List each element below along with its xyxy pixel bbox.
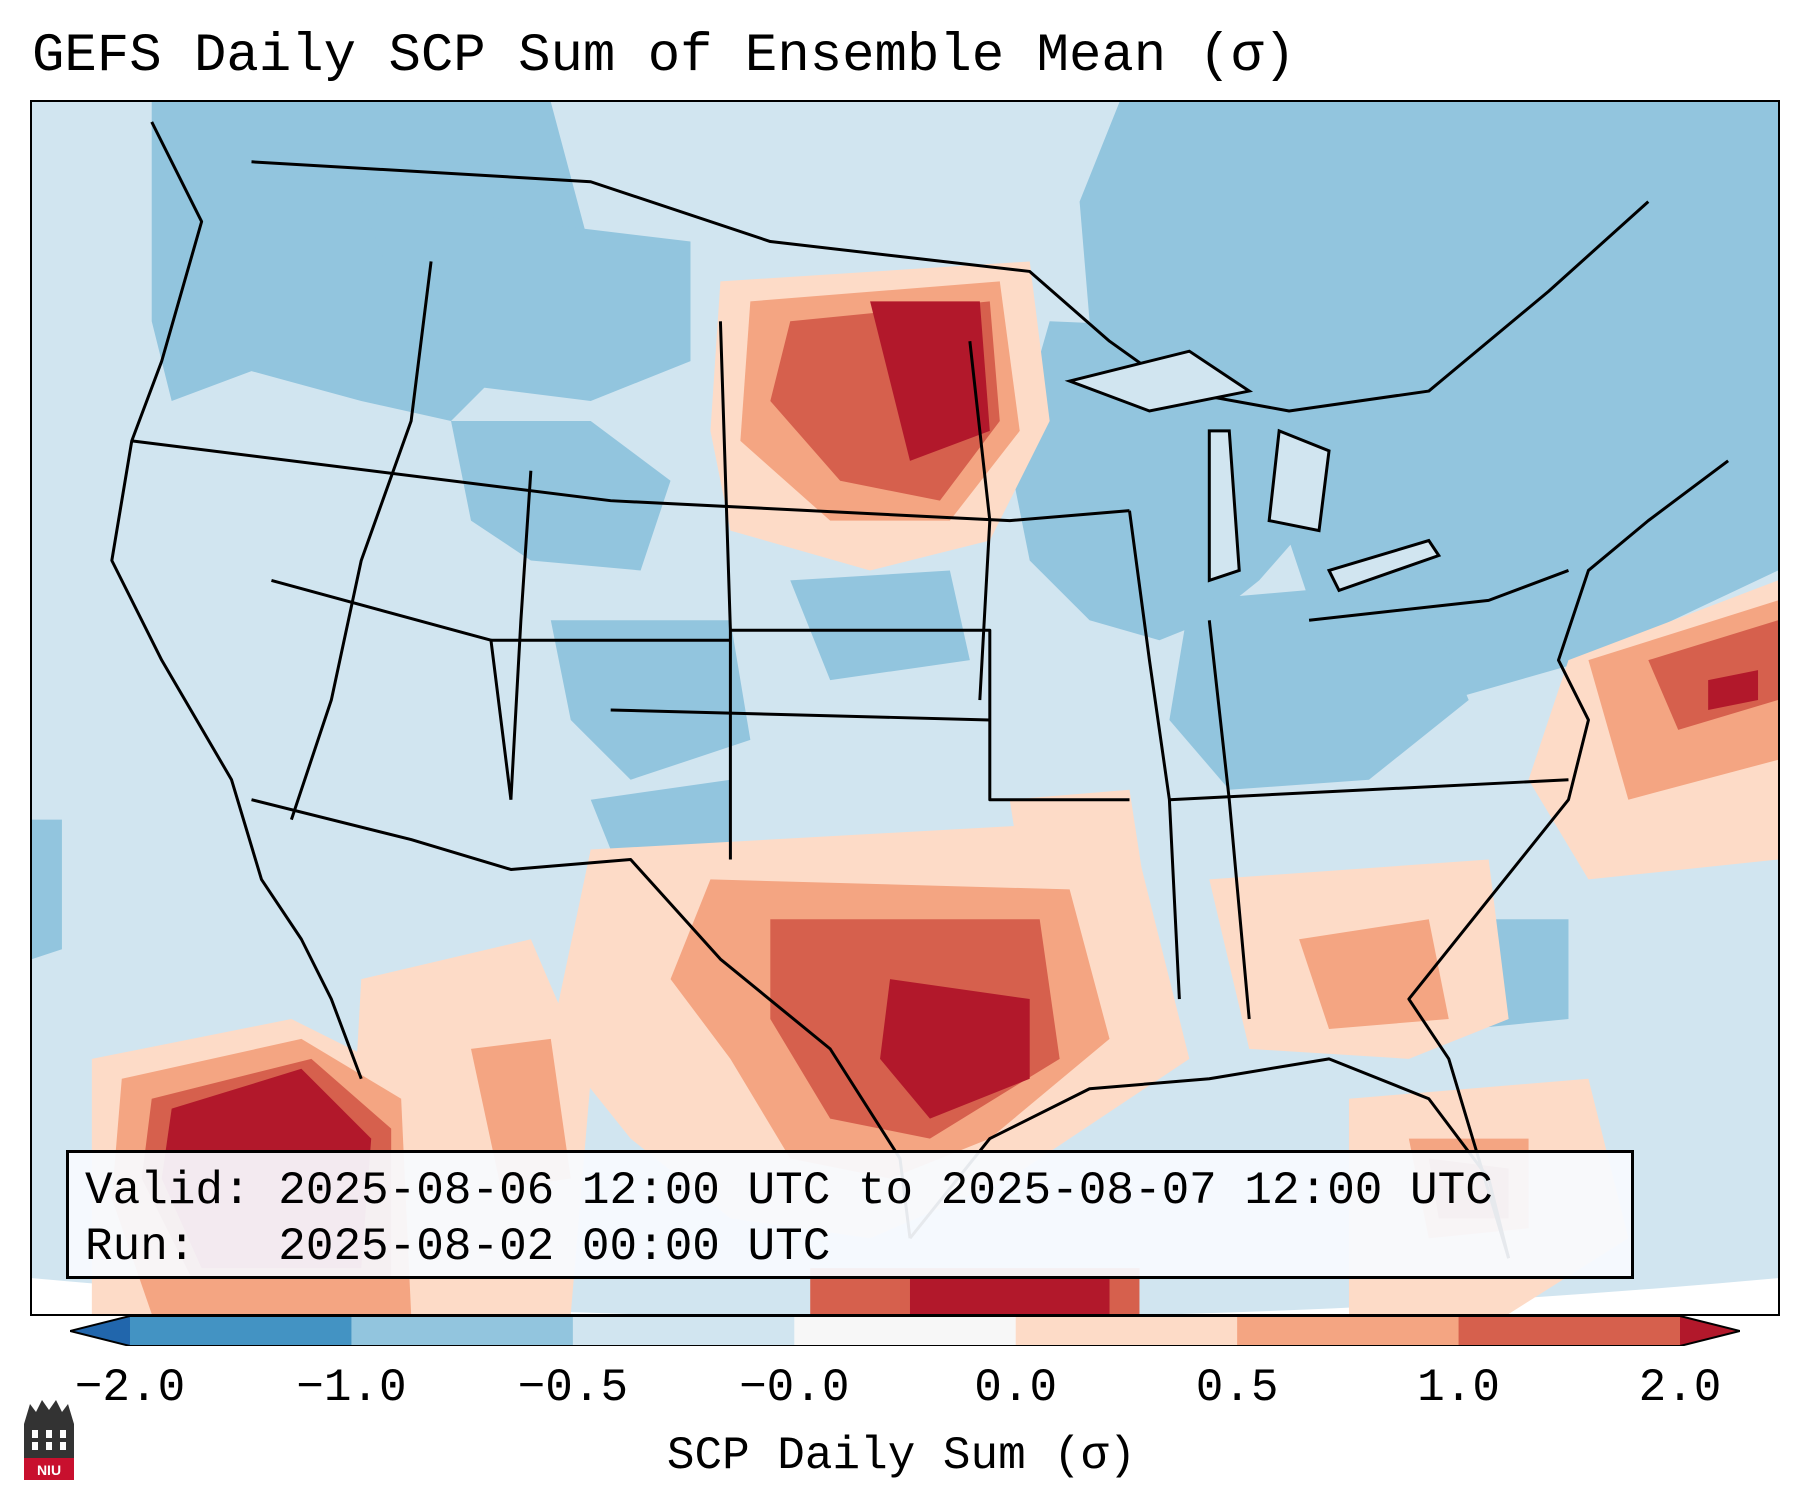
- page-title: GEFS Daily SCP Sum of Ensemble Mean (σ): [32, 26, 1296, 87]
- colorbar-segment: [794, 1316, 1017, 1346]
- university-tower-icon: NIU: [24, 1400, 74, 1480]
- atlantic-darkred: [1708, 670, 1759, 710]
- valid-run-info: Valid: 2025-08-06 12:00 UTC to 2025-08-0…: [66, 1150, 1634, 1279]
- colorbar-tick-label: 0.5: [1195, 1362, 1279, 1414]
- great-lakes-blue: [1009, 321, 1330, 641]
- pacific-west-blue: [32, 819, 62, 960]
- negative-anomaly-regions: [32, 102, 1778, 1029]
- montana-blue: [361, 201, 691, 402]
- colorado-blue: [550, 620, 751, 780]
- map-panel: [30, 100, 1780, 1316]
- lake-huron: [1267, 428, 1331, 533]
- colorbar-segment: [1237, 1316, 1460, 1346]
- mexico-border: [251, 798, 912, 1239]
- state-line-9: [1207, 620, 1251, 1020]
- gulf-bottom-darkred: [909, 1278, 1110, 1314]
- colorbar-segment: [130, 1316, 352, 1346]
- coastline-west: [110, 121, 363, 1080]
- colorbar-tick-label: 0.0: [974, 1362, 1058, 1414]
- scp-map: [32, 102, 1778, 1314]
- run-line: Run: 2025-08-02 00:00 UTC: [85, 1221, 831, 1273]
- colorbar-segment: [572, 1316, 795, 1346]
- colorbar-extend-max: [1680, 1316, 1740, 1346]
- colorbar-segment: [1458, 1316, 1681, 1346]
- lake-michigan: [1207, 429, 1241, 583]
- colorbar-tick-label: −2.0: [74, 1362, 186, 1414]
- colorbar-extend-min: [70, 1316, 130, 1346]
- colorbar-tick-label: 1.0: [1417, 1362, 1500, 1414]
- colorbar-tick-label: −0.0: [739, 1362, 850, 1414]
- state-line-10: [1169, 778, 1569, 802]
- colorbar-label: SCP Daily Sum (σ): [666, 1430, 1137, 1482]
- state-line-1: [131, 439, 1130, 523]
- nebraska-blue: [790, 570, 970, 681]
- canada-east-blue: [1079, 102, 1778, 701]
- texas-darkred: [880, 979, 1030, 1119]
- nd-darkred: [870, 301, 990, 461]
- state-line-8: [1128, 510, 1181, 1000]
- state-line-7: [968, 341, 992, 701]
- logo-text: NIU: [37, 1462, 61, 1478]
- lake-superior: [1064, 349, 1254, 413]
- state-line-11: [1308, 569, 1570, 622]
- lake-erie: [1326, 538, 1442, 593]
- colorbar-segment: [1015, 1316, 1238, 1346]
- colorbar-tick-label: −1.0: [296, 1362, 407, 1414]
- colorbar-tick-label: 2.0: [1638, 1362, 1722, 1414]
- colorbar-tick-label: −0.5: [517, 1362, 629, 1414]
- great-lakes: [1064, 349, 1442, 593]
- state-line-13: [271, 578, 513, 800]
- state-line-5: [730, 628, 1130, 802]
- colorbar: [70, 1316, 1740, 1346]
- state-line-3: [509, 470, 533, 800]
- state-line-2: [289, 261, 433, 821]
- colorbar-segment: [351, 1316, 574, 1346]
- state-line-12: [610, 708, 990, 722]
- ohio-valley-blue: [1169, 580, 1469, 790]
- valid-line: Valid: 2025-08-06 12:00 UTC to 2025-08-0…: [85, 1165, 1493, 1217]
- east-coast: [1407, 459, 1730, 1259]
